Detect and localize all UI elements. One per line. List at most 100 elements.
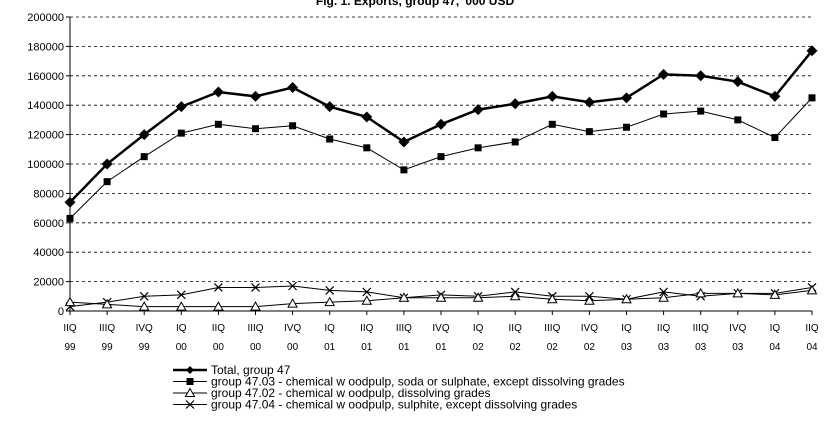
data-point <box>361 295 373 305</box>
data-point <box>103 178 111 186</box>
data-point <box>621 293 632 304</box>
data-point <box>101 158 113 170</box>
x-tick-label: IIIQ <box>544 323 560 334</box>
data-point <box>287 82 299 94</box>
axes <box>66 16 813 315</box>
data-point <box>186 378 194 385</box>
data-point <box>176 290 186 300</box>
data-point <box>621 92 632 104</box>
x-tick-label: IIIQ <box>396 323 412 334</box>
data-point <box>546 293 558 304</box>
data-point <box>324 296 336 307</box>
legend-entry: Total, group 47 <box>173 363 291 377</box>
x-tick-label: IQ <box>324 323 335 334</box>
x-tick-label: 00 <box>176 342 188 353</box>
x-tick-label: 00 <box>250 342 262 353</box>
x-tick-label: 03 <box>658 342 670 353</box>
x-tick-label: IVQ <box>729 323 746 334</box>
y-tick-label: 160000 <box>27 71 64 83</box>
x-tick-label: 99 <box>64 342 76 353</box>
y-tick-label: 0 <box>58 306 64 318</box>
data-point <box>400 166 408 174</box>
data-point <box>658 292 669 302</box>
x-tick-label: 04 <box>769 342 781 353</box>
legend-label: group 47.04 - chemical w oodpulp, sulphi… <box>211 398 577 412</box>
legend-entry: group 47.02 - chemical w oodpulp, dissol… <box>173 386 491 400</box>
data-point <box>695 70 707 82</box>
x-tick-label: IVQ <box>432 323 449 334</box>
data-point <box>64 296 76 307</box>
x-tick-label: 01 <box>361 342 373 353</box>
data-point <box>326 135 334 143</box>
data-point <box>287 298 298 308</box>
x-tick-label: 99 <box>139 342 151 353</box>
data-point <box>659 287 669 297</box>
data-point <box>289 122 297 130</box>
x-tick-label: 01 <box>324 342 336 353</box>
data-point <box>472 292 484 302</box>
x-tick-label: 04 <box>806 342 818 353</box>
chart-title: Fig. 1. Exports, group 47, '000 USD <box>316 0 515 8</box>
x-tick-label: IVQ <box>136 323 153 334</box>
data-point <box>585 128 593 136</box>
data-point <box>138 129 150 141</box>
data-point <box>511 138 519 146</box>
x-tick-label: IIQ <box>212 323 226 334</box>
x-tick-label: 03 <box>621 342 633 353</box>
y-tick-label: 120000 <box>27 130 64 142</box>
data-point <box>101 298 113 309</box>
data-point <box>658 68 670 80</box>
data-point <box>64 196 76 208</box>
data-point <box>398 292 410 302</box>
data-point <box>771 134 779 142</box>
x-tick-label: IIQ <box>509 323 523 334</box>
y-tick-label: 80000 <box>33 188 64 200</box>
data-point <box>584 295 595 305</box>
data-point <box>435 118 447 130</box>
x-tick-label: IIIQ <box>693 323 709 334</box>
data-point <box>472 104 484 116</box>
y-tick-label: 40000 <box>33 247 64 259</box>
x-tick-label: 01 <box>398 342 410 353</box>
data-point <box>660 110 668 118</box>
x-tick-label: IQ <box>473 323 484 334</box>
x-tick-label: 00 <box>287 342 299 353</box>
legend-label: group 47.03 - chemical w oodpulp, soda o… <box>211 375 625 389</box>
data-point <box>806 45 818 57</box>
data-point <box>437 153 445 161</box>
y-tick-label: 180000 <box>27 41 64 53</box>
x-tick-label: 99 <box>102 342 114 353</box>
data-point <box>398 136 410 148</box>
x-tick-label: 01 <box>435 342 447 353</box>
data-point <box>362 287 372 297</box>
data-point <box>509 290 521 301</box>
data-point <box>140 153 148 161</box>
data-point <box>435 292 447 302</box>
data-point <box>214 120 222 128</box>
data-point <box>474 144 482 152</box>
x-tick-label: IQ <box>176 323 187 334</box>
y-tick-label: 20000 <box>33 277 64 289</box>
x-tick-label: 03 <box>695 342 707 353</box>
data-point <box>363 144 371 152</box>
data-point <box>583 96 595 108</box>
data-point <box>213 283 223 292</box>
legend-label: group 47.02 - chemical w oodpulp, dissol… <box>211 386 491 400</box>
data-point <box>252 125 259 133</box>
x-tick-label: IIIQ <box>99 323 115 334</box>
data-point <box>138 301 150 311</box>
x-tick-label: 02 <box>584 342 596 353</box>
data-point <box>288 281 298 291</box>
data-point <box>548 120 556 128</box>
x-axis-ticks: IIQ 99 IIIQ 99 IVQ 99 IQ 00 IIQ 00 IIIQ 00 IVQ 00 IQ 01… <box>63 323 819 353</box>
data-point <box>184 387 196 397</box>
x-tick-label: IIQ <box>805 323 819 334</box>
y-tick-label: 100000 <box>27 159 64 171</box>
data-point <box>213 301 224 311</box>
series-1 <box>64 45 818 208</box>
x-tick-label: IIQ <box>63 323 77 334</box>
data-point <box>250 90 261 102</box>
data-point <box>185 400 195 409</box>
data-point <box>177 129 185 137</box>
